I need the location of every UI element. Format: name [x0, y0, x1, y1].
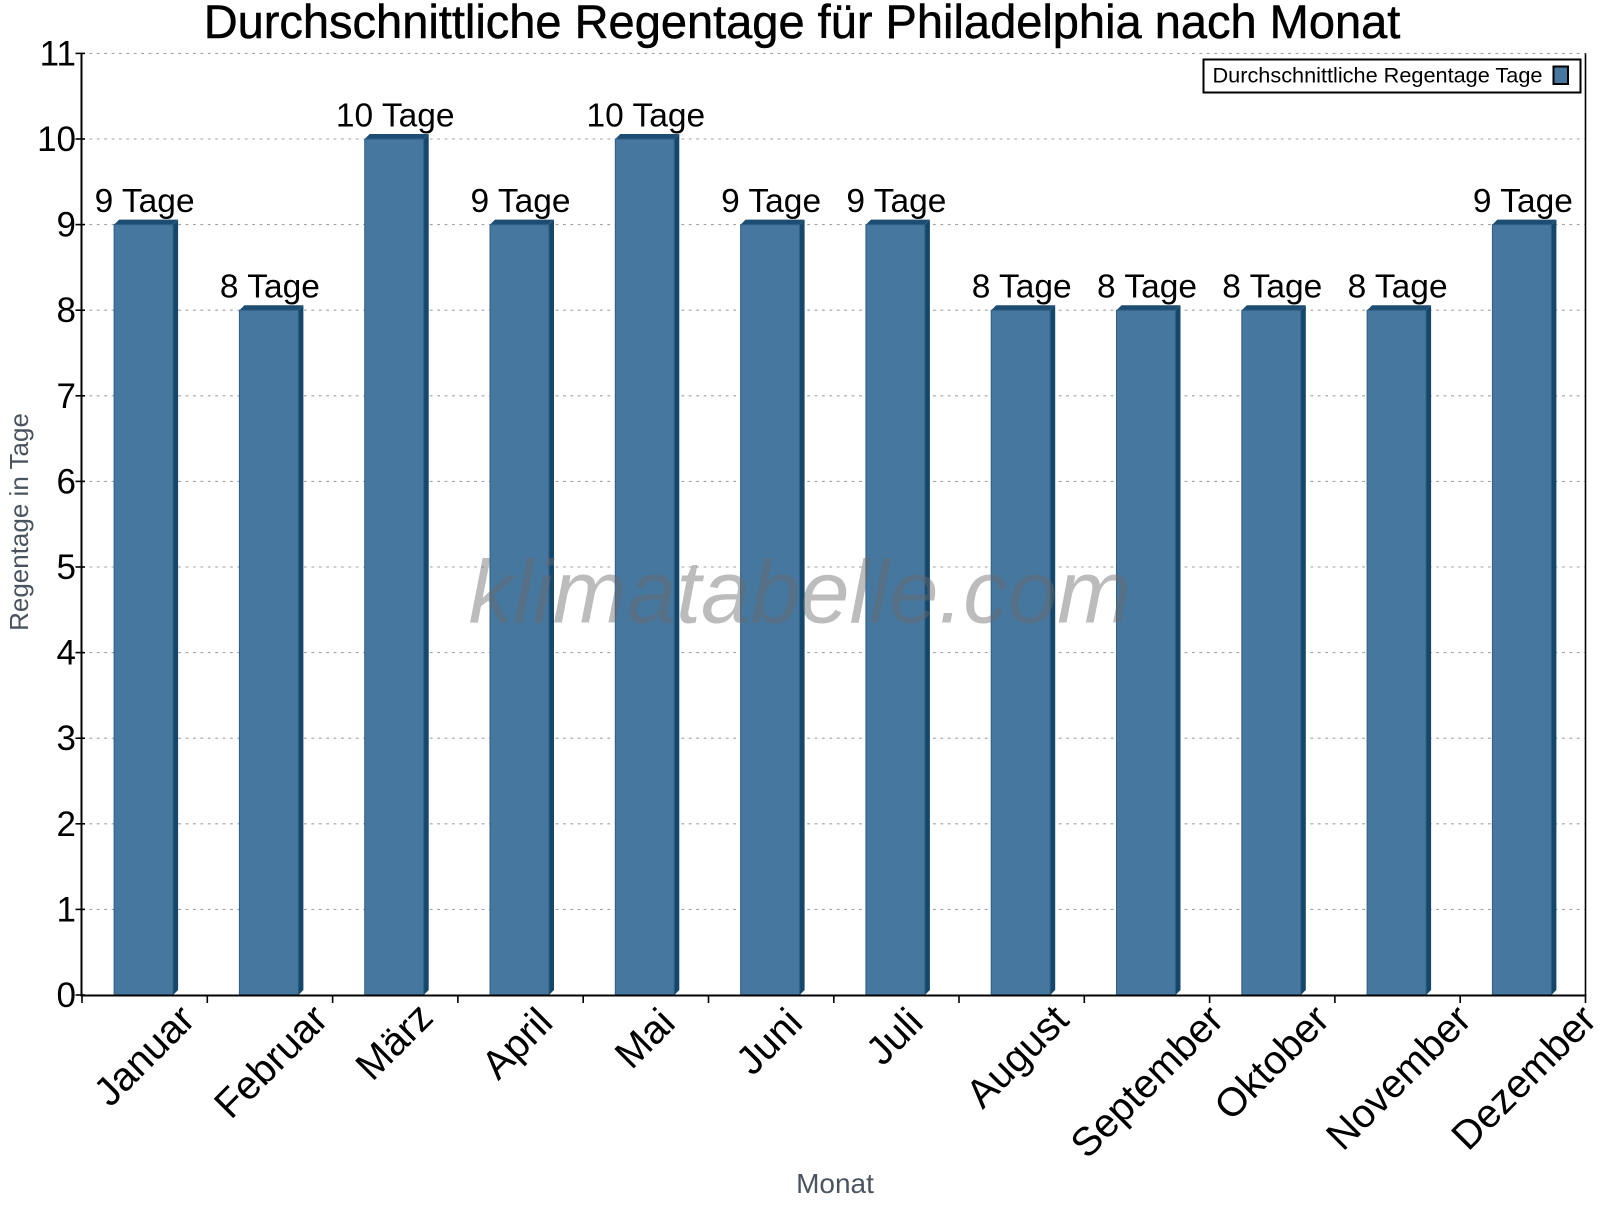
- svg-text:4: 4: [57, 634, 76, 673]
- svg-text:8 Tage: 8 Tage: [1222, 269, 1322, 306]
- svg-text:2: 2: [57, 805, 76, 844]
- svg-text:9 Tage: 9 Tage: [721, 183, 821, 220]
- svg-text:0: 0: [57, 976, 76, 1015]
- svg-text:8 Tage: 8 Tage: [1097, 269, 1197, 306]
- svg-text:6: 6: [57, 462, 76, 501]
- svg-text:10 Tage: 10 Tage: [336, 98, 455, 135]
- svg-text:9: 9: [57, 206, 76, 245]
- svg-text:8 Tage: 8 Tage: [1348, 269, 1448, 306]
- svg-text:5: 5: [57, 548, 76, 587]
- svg-text:Regentage in Tage: Regentage in Tage: [4, 413, 34, 631]
- svg-text:9 Tage: 9 Tage: [471, 183, 571, 220]
- svg-text:7: 7: [57, 377, 76, 416]
- svg-text:1: 1: [57, 890, 76, 929]
- svg-text:3: 3: [57, 719, 76, 758]
- svg-text:Durchschnittliche Regentage Ta: Durchschnittliche Regentage Tage: [1213, 63, 1543, 88]
- svg-text:10 Tage: 10 Tage: [586, 98, 705, 135]
- svg-text:9 Tage: 9 Tage: [95, 183, 195, 220]
- svg-text:klimatabelle.com: klimatabelle.com: [469, 542, 1132, 642]
- svg-text:8 Tage: 8 Tage: [972, 269, 1072, 306]
- svg-text:10: 10: [37, 120, 76, 159]
- svg-text:9 Tage: 9 Tage: [846, 183, 946, 220]
- svg-text:Durchschnittliche Regentage fü: Durchschnittliche Regentage für Philadel…: [204, 0, 1401, 48]
- svg-text:Monat: Monat: [796, 1168, 874, 1199]
- svg-text:8: 8: [57, 291, 76, 330]
- svg-text:8 Tage: 8 Tage: [220, 269, 320, 306]
- svg-text:11: 11: [40, 34, 76, 73]
- svg-text:9 Tage: 9 Tage: [1473, 183, 1573, 220]
